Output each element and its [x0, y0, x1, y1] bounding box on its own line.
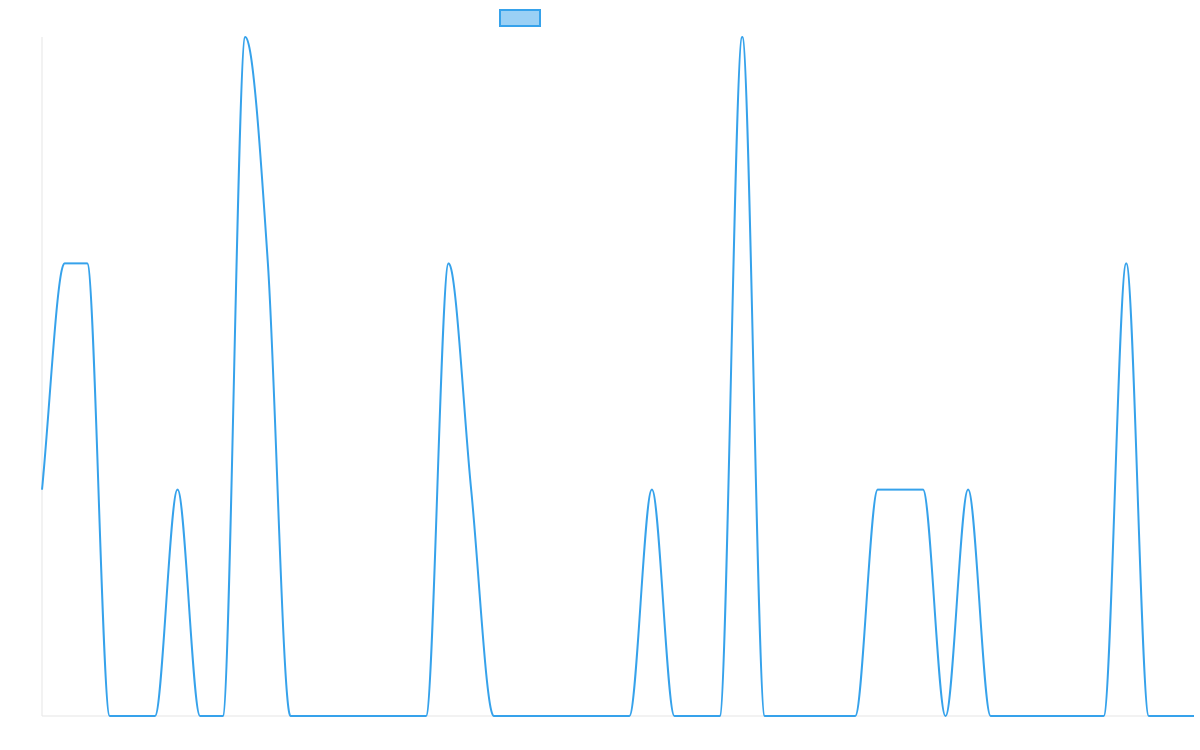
data-point[interactable] — [152, 713, 158, 719]
data-point[interactable] — [220, 713, 226, 719]
data-point[interactable] — [581, 713, 587, 719]
data-point[interactable] — [943, 713, 949, 719]
data-point[interactable] — [423, 713, 429, 719]
data-point[interactable] — [739, 34, 745, 40]
data-point[interactable] — [468, 487, 474, 493]
legend-swatch[interactable] — [499, 9, 541, 27]
data-point[interactable] — [287, 713, 293, 719]
data-point[interactable] — [1078, 713, 1084, 719]
data-point[interactable] — [536, 713, 542, 719]
data-point[interactable] — [1146, 713, 1152, 719]
data-point[interactable] — [1101, 713, 1107, 719]
data-point[interactable] — [446, 260, 452, 266]
data-point[interactable] — [175, 487, 181, 493]
data-point[interactable] — [84, 260, 90, 266]
data-point[interactable] — [107, 713, 113, 719]
data-point[interactable] — [830, 713, 836, 719]
data-point[interactable] — [242, 34, 248, 40]
data-point[interactable] — [197, 713, 203, 719]
data-point[interactable] — [965, 487, 971, 493]
data-point[interactable] — [717, 713, 723, 719]
data-point[interactable] — [513, 713, 519, 719]
data-point[interactable] — [310, 713, 316, 719]
data-point[interactable] — [784, 713, 790, 719]
data-point[interactable] — [333, 713, 339, 719]
data-point[interactable] — [920, 487, 926, 493]
data-point[interactable] — [649, 487, 655, 493]
data-point[interactable] — [62, 260, 68, 266]
data-point[interactable] — [762, 713, 768, 719]
data-point[interactable] — [400, 713, 406, 719]
data-point[interactable] — [39, 487, 45, 493]
data-point[interactable] — [559, 713, 565, 719]
data-point[interactable] — [694, 713, 700, 719]
data-point[interactable] — [626, 713, 632, 719]
data-point[interactable] — [129, 713, 135, 719]
data-point[interactable] — [1055, 713, 1061, 719]
data-point[interactable] — [1191, 713, 1197, 719]
data-point[interactable] — [265, 260, 271, 266]
data-point[interactable] — [491, 713, 497, 719]
data-point[interactable] — [988, 713, 994, 719]
data-point[interactable] — [378, 713, 384, 719]
series-line — [41, 35, 1194, 718]
legend[interactable] — [499, 9, 541, 27]
data-point[interactable] — [355, 713, 361, 719]
data-point[interactable] — [1033, 713, 1039, 719]
data-point[interactable] — [852, 713, 858, 719]
data-point[interactable] — [1010, 713, 1016, 719]
data-points — [39, 34, 1197, 719]
data-point[interactable] — [1123, 260, 1129, 266]
data-point[interactable] — [671, 713, 677, 719]
data-point[interactable] — [1168, 713, 1174, 719]
data-point[interactable] — [807, 713, 813, 719]
data-point[interactable] — [897, 487, 903, 493]
data-point[interactable] — [875, 487, 881, 493]
data-point[interactable] — [604, 713, 610, 719]
